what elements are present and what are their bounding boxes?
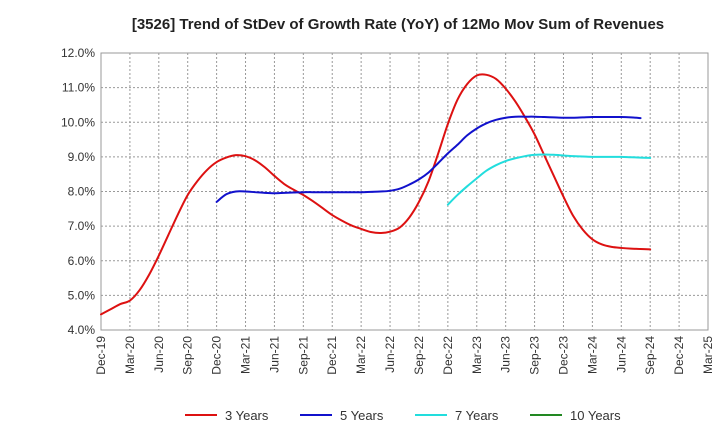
axes: 4.0% 5.0% 6.0% 7.0% 8.0% 9.0% 10.0% 11.0% 12.0% D…	[61, 46, 715, 375]
x-tick-label: Dec-19	[94, 336, 108, 375]
plot-area	[100, 52, 709, 331]
x-tick-label: Mar-25	[701, 336, 715, 374]
x-tick-label: Jun-22	[383, 336, 397, 373]
series-lines	[100, 73, 652, 316]
x-tick-label: Sep-24	[643, 336, 657, 375]
y-tick-label: 6.0%	[68, 254, 96, 268]
x-tick-label: Dec-23	[556, 336, 570, 375]
chart-title: [3526] Trend of StDev of Growth Rate (Yo…	[132, 16, 664, 33]
x-tick-label: Jun-24	[614, 336, 628, 373]
y-tick-label: 5.0%	[68, 288, 96, 302]
y-tick-label: 4.0%	[68, 323, 96, 337]
series-line-7-years	[446, 153, 652, 206]
y-tick-label: 12.0%	[61, 46, 95, 60]
y-tick-label: 8.0%	[68, 185, 96, 199]
y-tick-label: 7.0%	[68, 219, 96, 233]
x-tick-label: Jun-23	[499, 336, 513, 373]
x-tick-label: Jun-21	[267, 336, 281, 373]
x-tick-label: Dec-24	[672, 336, 686, 375]
legend-label: 10 Years	[570, 408, 621, 423]
legend-label: 7 Years	[455, 408, 499, 423]
series-line-3-years	[100, 73, 652, 316]
legend-label: 5 Years	[340, 408, 384, 423]
x-tick-label: Sep-22	[412, 336, 426, 375]
x-tick-label: Dec-20	[210, 336, 224, 375]
x-tick-label: Mar-21	[239, 336, 253, 374]
legend: 3 Years 5 Years 7 Years 10 Years	[185, 408, 621, 423]
y-tick-label: 11.0%	[62, 81, 95, 95]
legend-label: 3 Years	[225, 408, 269, 423]
x-tick-label: Sep-23	[528, 336, 542, 375]
series-line-5-years	[215, 115, 642, 203]
x-tick-label: Mar-22	[354, 336, 368, 374]
y-tick-label: 9.0%	[68, 150, 96, 164]
x-tick-label: Mar-20	[123, 336, 137, 374]
x-tick-label: Sep-20	[181, 336, 195, 375]
x-tick-label: Dec-22	[441, 336, 455, 375]
x-tick-label: Sep-21	[296, 336, 310, 375]
x-tick-label: Mar-24	[585, 336, 599, 374]
x-tick-label: Mar-23	[470, 336, 484, 374]
x-tick-label: Dec-21	[325, 336, 339, 375]
y-tick-label: 10.0%	[61, 115, 95, 129]
x-tick-label: Jun-20	[152, 336, 166, 373]
